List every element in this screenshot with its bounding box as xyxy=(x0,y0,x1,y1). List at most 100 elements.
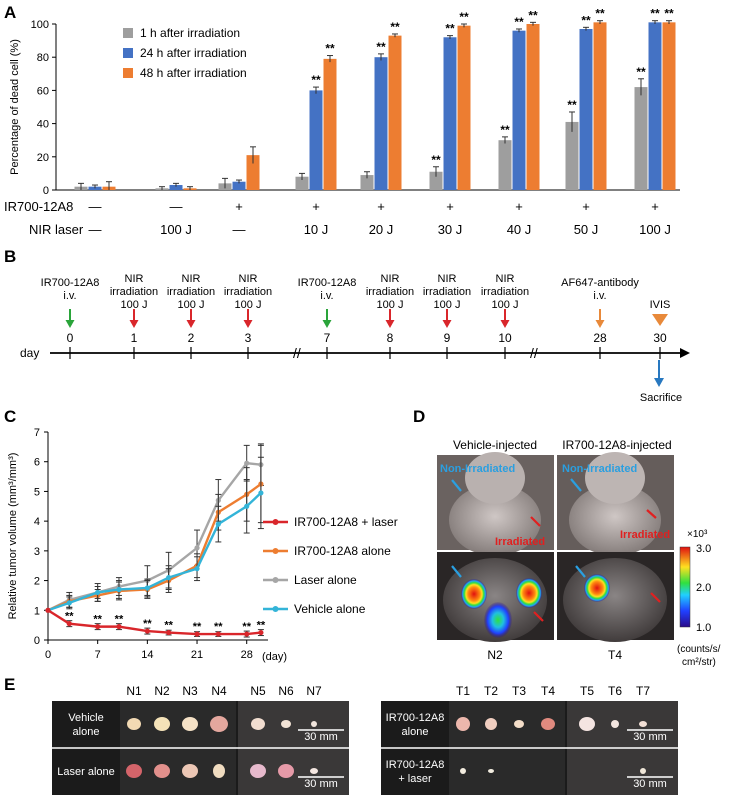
d-col2-title: IR700-12A8-injected xyxy=(562,438,671,452)
a-row-label-laser: NIR laser xyxy=(29,222,84,237)
d-arrow-blue-1 xyxy=(451,479,462,492)
a-significance-mark: ** xyxy=(581,13,591,27)
a-bar xyxy=(648,22,662,191)
timeline-event-label: IR700-12A8 xyxy=(298,277,357,289)
e-column-header: N5 xyxy=(250,684,266,698)
c-data-point xyxy=(166,629,172,636)
timeline-event-label: IR700-12A8 xyxy=(41,277,100,289)
c-data-point xyxy=(194,631,200,637)
panel-a-bar-chart: 0 20 40 60 80 100 Percentage of dead cell (%)… xyxy=(4,7,680,237)
c-series-line xyxy=(47,461,262,612)
a-bar xyxy=(662,22,676,191)
a-bar xyxy=(388,35,402,191)
d-ivis-signal-treated xyxy=(584,574,610,602)
a-row-ir700-value: — xyxy=(89,199,102,214)
a-legend-label: 48 h after irradiation xyxy=(140,66,247,80)
a-legend-swatch xyxy=(123,48,133,58)
d-ivis-vehicle-mouse xyxy=(443,558,547,642)
a-significance-mark: ** xyxy=(390,20,400,34)
tumor-specimen xyxy=(126,764,142,778)
timeline-event-label: irradiation xyxy=(224,286,272,298)
a-bar xyxy=(374,57,388,191)
panel-b-label: B xyxy=(4,247,16,266)
c-data-point xyxy=(194,566,200,572)
a-y-tick-label: 80 xyxy=(37,52,49,64)
a-significance-mark: ** xyxy=(311,73,321,87)
panel-e-tumor-photos: N1 N2 N3 N4 N5 N6 N7 Vehicle alone Laser alone 30 … xyxy=(52,684,678,795)
tumor-specimen xyxy=(514,720,524,728)
a-significance-mark: ** xyxy=(325,42,335,56)
e-column-header: T6 xyxy=(608,684,622,698)
d-colorbar-mid: 2.0 xyxy=(696,582,711,594)
c-data-point xyxy=(215,521,221,527)
c-legend-label: IR700-12A8 + laser xyxy=(294,515,398,529)
d-id-n2: N2 xyxy=(487,648,503,662)
a-significance-mark: ** xyxy=(376,40,386,54)
a-significance-mark: ** xyxy=(459,10,469,24)
tumor-specimen xyxy=(611,720,619,728)
c-significance-mark: ** xyxy=(193,621,202,633)
d-unit-line1: (counts/s/ xyxy=(677,644,721,655)
c-legend-marker xyxy=(272,577,279,583)
c-y-tick-label: 4 xyxy=(34,516,40,528)
tumor-specimen xyxy=(154,717,170,731)
timeline-event-arrowhead xyxy=(129,320,139,328)
c-data-point xyxy=(144,628,150,634)
e-row-label: Vehicle xyxy=(68,712,103,724)
c-x-tick-label: 28 xyxy=(241,649,253,661)
day-axis-label: day xyxy=(20,346,39,360)
a-bar xyxy=(429,171,443,190)
c-data-point xyxy=(66,600,72,606)
timeline-event-label: NIR xyxy=(239,273,258,285)
timeline-day-label: 9 xyxy=(444,331,451,345)
a-bar xyxy=(295,176,309,190)
timeline-event-label: 100 J xyxy=(178,299,205,311)
d-arrow-blue-4 xyxy=(575,565,586,578)
axis-break-2: // xyxy=(530,345,538,361)
e-row-label: alone xyxy=(73,726,100,738)
c-legend-label: Vehicle alone xyxy=(294,602,366,616)
tumor-specimen xyxy=(310,768,318,774)
tumor-specimen xyxy=(456,717,470,731)
d-arrow-red-3 xyxy=(533,611,544,622)
tumor-specimen xyxy=(281,720,291,728)
timeline-event-arrowhead xyxy=(65,320,75,328)
timeline-day-label: 10 xyxy=(498,331,512,345)
tumor-specimen xyxy=(311,721,317,727)
e-scale-label: 30 mm xyxy=(304,731,338,743)
a-significance-mark: ** xyxy=(650,7,660,21)
c-significance-mark: ** xyxy=(65,611,74,623)
e-column-header: N6 xyxy=(278,684,294,698)
timeline-event-label: irradiation xyxy=(423,286,471,298)
c-series-line xyxy=(47,483,262,612)
a-bar xyxy=(593,22,607,191)
a-bar xyxy=(360,175,374,190)
c-data-point xyxy=(244,631,250,637)
a-y-tick-label: 0 xyxy=(43,185,49,197)
e-scale-label: 30 mm xyxy=(633,731,667,743)
timeline-event-arrowhead xyxy=(595,320,605,328)
timeline-event-arrowhead xyxy=(322,320,332,328)
timeline-event-label: NIR xyxy=(496,273,515,285)
tumor-specimen xyxy=(154,764,170,778)
timeline-event-label: 100 J xyxy=(434,299,461,311)
a-significance-mark: ** xyxy=(636,65,646,79)
a-row-laser-value: — xyxy=(89,222,102,237)
d-unit-line2: cm²/str) xyxy=(682,657,716,668)
e-row-label: IR700-12A8 xyxy=(386,712,445,724)
a-row-ir700-value: + xyxy=(651,199,659,214)
a-bar xyxy=(169,185,183,190)
c-significance-mark: ** xyxy=(214,621,223,633)
tumor-specimen xyxy=(488,769,494,773)
c-data-point xyxy=(244,503,250,509)
d-arrow-red-2 xyxy=(646,509,657,519)
timeline-event-label: i.v. xyxy=(593,290,606,302)
c-significance-mark: ** xyxy=(93,614,102,626)
c-x-tick-label: 7 xyxy=(95,649,101,661)
timeline-day-label: 30 xyxy=(653,331,667,345)
a-row-laser-value: 100 J xyxy=(160,222,192,237)
d-ivis-signal-body xyxy=(484,602,512,638)
timeline-event-arrowhead xyxy=(442,320,452,328)
d-mouse-vehicle xyxy=(449,484,541,556)
